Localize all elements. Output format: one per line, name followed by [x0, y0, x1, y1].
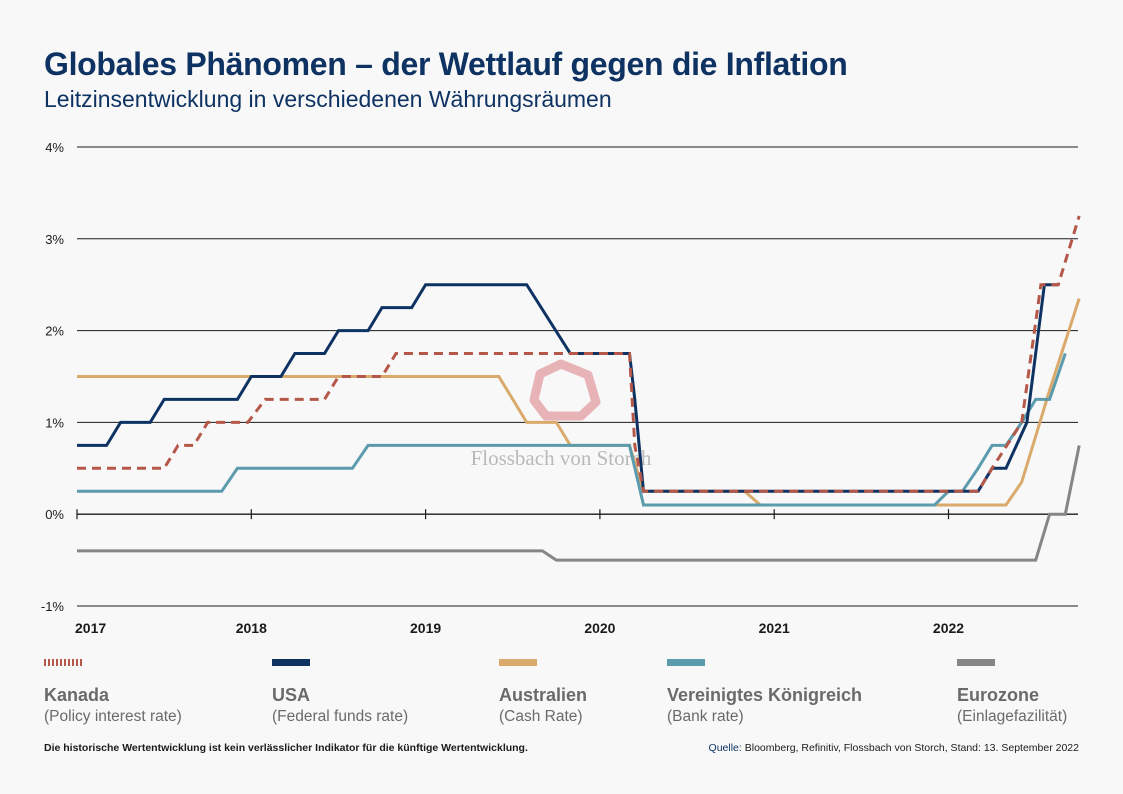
legend-name: Kanada [44, 685, 110, 705]
chart-grid [77, 146, 1078, 607]
series-line-eurozone [77, 445, 1081, 562]
legend-swatch-kanada [44, 659, 82, 666]
chart-axes: -1% 0% 1% 2% 3% 4% 2017 2018 2019 2020 2021 2022 [41, 140, 964, 636]
legend-name: Australien [499, 685, 588, 705]
watermark-text: Flossbach von Storch [471, 446, 652, 470]
legend-item-kanada: Kanada (Policy interest rate) [44, 659, 182, 728]
x-tick-label: 2017 [75, 620, 106, 636]
x-tick-label: 2020 [584, 620, 615, 636]
y-tick-label: 0% [45, 507, 64, 522]
x-tick-label: 2018 [236, 620, 267, 636]
legend-swatch-australien [499, 659, 537, 666]
legend-description: (Bank rate) [667, 708, 744, 725]
legend-description: (Cash Rate) [499, 708, 583, 725]
source-note: Quelle: Bloomberg, Refinitiv, Flossbach … [709, 742, 1079, 754]
legend-item-eurozone: Eurozone (Einlagefazilität) [957, 659, 1067, 728]
series-line-kanada [77, 215, 1081, 493]
line-chart: Flossbach von Storch -1% 0% 1% 2% 3% 4% 2017 20… [41, 140, 1081, 636]
x-tick-label: 2022 [933, 620, 964, 636]
legend-swatch-eurozone [957, 659, 995, 666]
legend-name: Vereinigtes Königreich [667, 685, 863, 705]
disclaimer: Die historische Wertentwicklung ist kein… [44, 742, 528, 754]
y-tick-label: -1% [41, 599, 65, 614]
legend-description: (Policy interest rate) [44, 708, 182, 725]
legend-item-vereinigtes-koenigreich: Vereinigtes Königreich (Bank rate) [667, 659, 862, 728]
legend-swatch-vereinigtes-koenigreich [667, 659, 705, 666]
source-label: Quelle: [708, 742, 742, 754]
watermark-logo-icon [529, 359, 601, 421]
y-tick-label: 1% [45, 415, 64, 430]
watermark: Flossbach von Storch [471, 359, 652, 470]
x-tick-label: 2019 [410, 620, 441, 636]
x-tick-label: 2021 [759, 620, 790, 636]
legend-name: USA [272, 685, 311, 705]
legend-description: (Einlagefazilität) [957, 708, 1068, 725]
series-line-australien [77, 298, 1081, 507]
y-tick-label: 4% [45, 140, 64, 155]
legend-description: (Federal funds rate) [272, 708, 409, 725]
page-title: Globales Phänomen – der Wettlauf gegen d… [44, 46, 848, 82]
y-tick-label: 3% [45, 232, 64, 247]
legend-item-australien: Australien (Cash Rate) [499, 659, 587, 728]
legend-item-usa: USA (Federal funds rate) [272, 659, 408, 728]
source-text: Bloomberg, Refinitiv, Flossbach von Stor… [744, 742, 1079, 754]
page-subtitle: Leitzinsentwicklung in verschiedenen Wäh… [44, 86, 612, 112]
legend-name: Eurozone [957, 685, 1040, 705]
legend-swatch-usa [272, 659, 310, 666]
y-tick-label: 2% [45, 324, 64, 339]
chart-series [77, 215, 1081, 562]
